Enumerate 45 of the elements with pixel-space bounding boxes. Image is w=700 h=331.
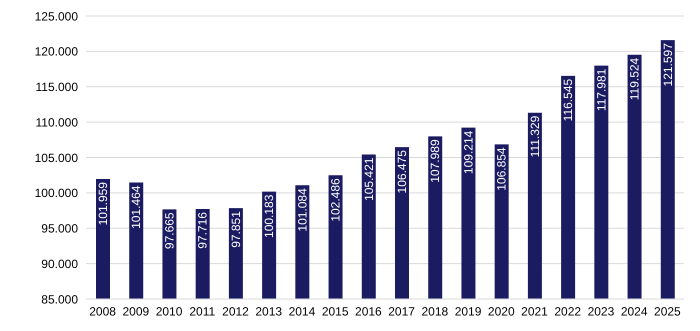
x-tick-label: 2008 [89, 304, 116, 319]
y-tick-label: 95.000 [41, 222, 78, 236]
x-tick-label: 2023 [588, 304, 615, 319]
data-label: 111.329 [528, 115, 542, 158]
y-tick-label: 120.000 [34, 44, 78, 59]
data-label: 101.084 [295, 188, 310, 232]
data-label: 121.597 [660, 42, 675, 86]
data-label: 97.665 [162, 212, 176, 250]
x-tick-label: 2009 [122, 304, 150, 319]
data-label: 105.421 [362, 157, 376, 201]
y-tick-label: 115.000 [36, 80, 78, 94]
x-tick-label: 2022 [554, 304, 582, 319]
data-label: 106.854 [494, 147, 509, 191]
x-tick-label: 2010 [156, 304, 183, 319]
x-tick-label: 2013 [255, 304, 282, 319]
x-tick-label: 2019 [454, 304, 482, 319]
x-tick-label: 2024 [620, 304, 648, 319]
y-tick-label: 110.000 [36, 115, 78, 130]
data-label: 117.981 [594, 68, 608, 112]
data-label: 116.545 [561, 78, 576, 122]
x-tick-label: 2021 [521, 304, 548, 319]
x-tick-label: 2012 [222, 304, 250, 319]
y-tick-label: 90.000 [41, 256, 78, 271]
data-label: 109.214 [461, 130, 476, 174]
data-label: 107.989 [428, 139, 442, 183]
data-label: 100.183 [262, 194, 276, 238]
data-label: 101.464 [129, 185, 144, 229]
y-tick-label: 125.000 [34, 9, 78, 24]
y-tick-label: 85.000 [41, 292, 78, 306]
x-tick-label: 2025 [654, 304, 682, 319]
y-tick-label: 100.000 [34, 186, 78, 200]
y-tick-label: 105.000 [34, 150, 78, 165]
data-label: 119.524 [628, 57, 642, 100]
x-tick-label: 2018 [421, 304, 449, 319]
data-label: 102.486 [328, 178, 343, 222]
data-label: 97.851 [228, 210, 243, 248]
data-label: 106.475 [395, 150, 409, 194]
data-label: 97.716 [196, 212, 210, 249]
x-tick-label: 2020 [488, 304, 515, 319]
data-label: 101.959 [96, 182, 110, 226]
x-tick-label: 2015 [322, 304, 349, 319]
x-tick-label: 2016 [355, 304, 382, 319]
x-tick-label: 2017 [388, 304, 416, 319]
x-tick-label: 2011 [189, 304, 216, 319]
x-tick-label: 2014 [288, 304, 316, 319]
